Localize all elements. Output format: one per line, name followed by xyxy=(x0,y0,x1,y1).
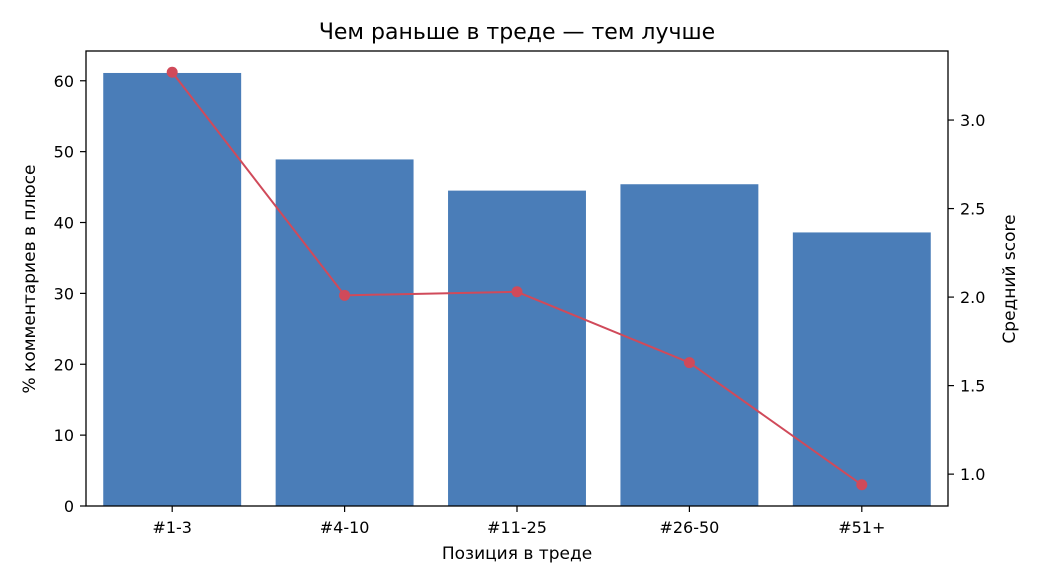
bar xyxy=(275,159,414,507)
x-tick-label: #26-50 xyxy=(659,518,719,537)
bar xyxy=(792,232,931,506)
y-left-tick-label: 50 xyxy=(54,143,74,162)
y-axis-right-label: Средний score xyxy=(1000,214,1020,343)
bar xyxy=(448,190,586,506)
score-point xyxy=(856,479,868,491)
x-tick-label: #11-25 xyxy=(487,518,547,537)
x-tick-label: #4-10 xyxy=(320,518,370,537)
y-right-tick-label: 1.0 xyxy=(960,465,985,484)
y-left-tick-label: 60 xyxy=(54,72,74,91)
y-left-tick-label: 10 xyxy=(54,426,74,445)
y-axis-left-label: % комментариев в плюсе xyxy=(20,164,40,393)
y-left-tick-label: 20 xyxy=(54,355,74,374)
line-series xyxy=(166,66,868,491)
bar xyxy=(620,184,759,506)
y-axis-left: 0 10 20 30 40 50 60 xyxy=(54,72,86,516)
x-axis-label: Позиция в треде xyxy=(442,544,592,564)
score-point xyxy=(339,289,351,301)
y-axis-right: 1.0 1.5 2.0 2.5 3.0 xyxy=(948,111,985,484)
x-axis: #1-3 #4-10 #11-25 #26-50 #51+ xyxy=(152,506,885,537)
y-right-tick-label: 2.5 xyxy=(960,200,985,219)
y-left-tick-label: 40 xyxy=(54,214,74,233)
y-right-tick-label: 2.0 xyxy=(960,288,985,307)
chart-title: Чем раньше в треде — тем лучше xyxy=(319,20,715,45)
y-left-tick-label: 0 xyxy=(64,497,74,516)
x-tick-label: #1-3 xyxy=(152,518,192,537)
y-right-tick-label: 1.5 xyxy=(960,377,985,396)
score-point xyxy=(683,357,695,369)
score-point xyxy=(166,66,178,78)
y-right-tick-label: 3.0 xyxy=(960,111,985,130)
x-tick-label: #51+ xyxy=(838,518,885,537)
bar-series xyxy=(103,72,931,507)
y-left-tick-label: 30 xyxy=(54,284,74,303)
bar xyxy=(103,72,242,507)
score-point xyxy=(511,286,523,298)
